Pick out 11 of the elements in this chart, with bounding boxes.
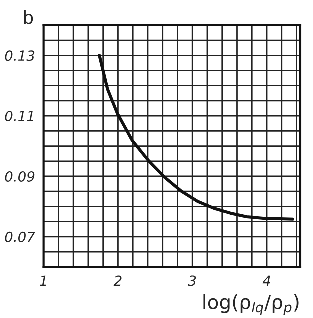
x-axis-title: log(ρ$_{lq}$/ρ$_{p}$) <box>204 294 299 316</box>
line-series <box>98 54 295 221</box>
y-tick-label: 0.13 <box>5 50 35 62</box>
y-axis-title: b <box>24 10 34 24</box>
y-tick-label: 0.11 <box>5 111 34 122</box>
x-tick-label: 3 <box>188 276 196 286</box>
x-tick-label: 2 <box>114 276 122 286</box>
y-tick-label: 0.09 <box>5 171 35 182</box>
x-tick-label: 4 <box>262 276 270 286</box>
x-tick-label: 1 <box>40 276 46 286</box>
y-tick-label: 0.07 <box>5 232 36 242</box>
